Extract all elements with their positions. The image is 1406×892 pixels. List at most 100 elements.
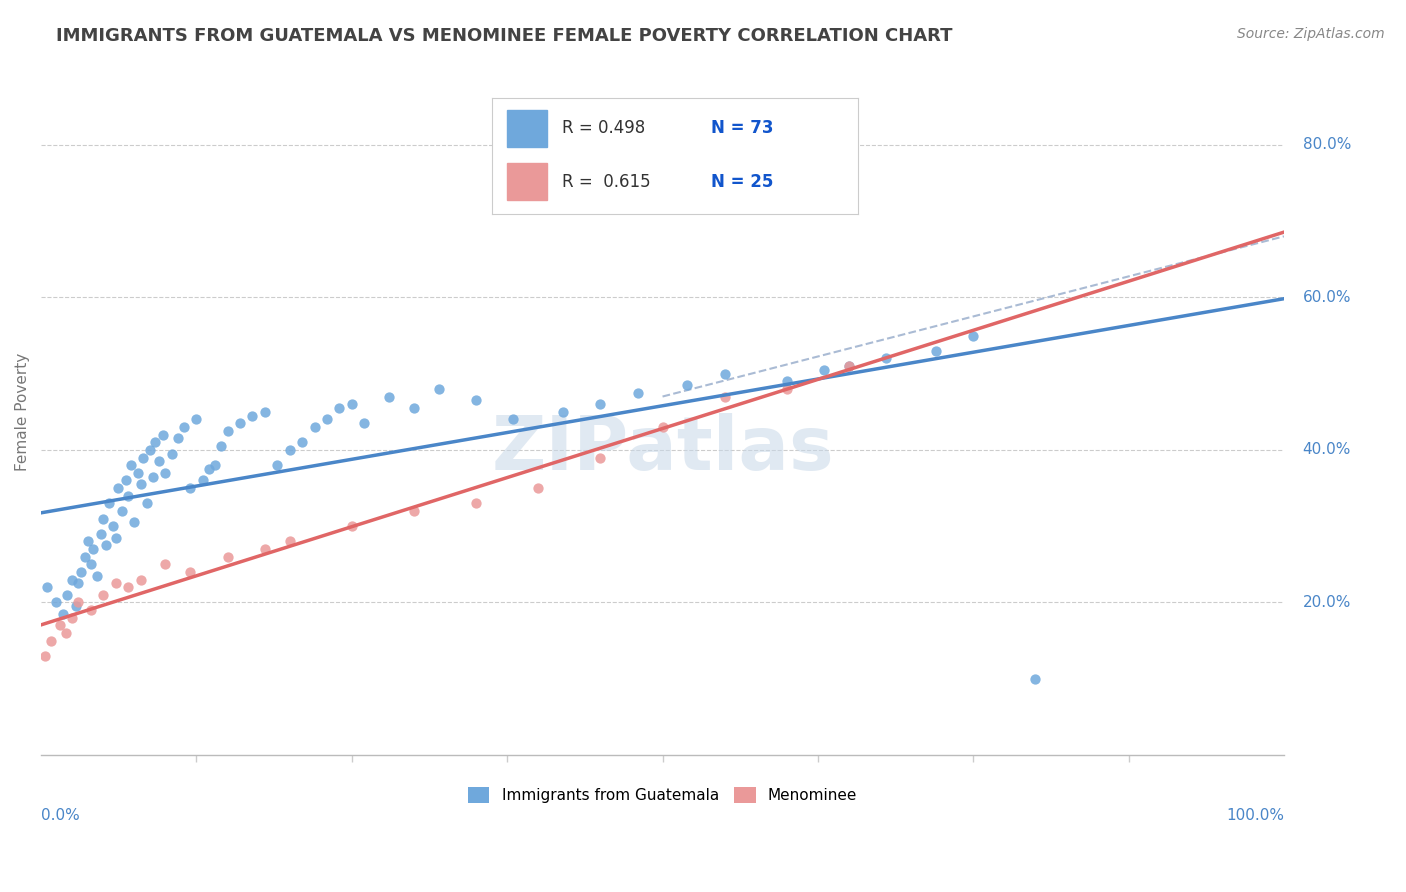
Point (378, 390, 401, 404)
Point (80, 603, 103, 617)
Point (209, 439, 232, 453)
Point (148, 454, 170, 468)
Point (111, 504, 134, 518)
Point (86, 569, 108, 583)
Text: 60.0%: 60.0% (1302, 290, 1351, 305)
Point (278, 534, 301, 549)
Point (90, 526, 112, 541)
Point (304, 420, 326, 434)
Point (117, 489, 139, 503)
Point (91, 588, 114, 602)
Point (70, 565, 93, 579)
Text: R =  0.615: R = 0.615 (561, 173, 650, 191)
Point (155, 558, 177, 572)
Text: ZIPatlas: ZIPatlas (491, 413, 834, 486)
Point (117, 580, 139, 594)
Point (55, 626, 77, 640)
Point (291, 435, 314, 450)
Point (813, 363, 835, 377)
Point (353, 416, 375, 430)
Point (179, 481, 201, 495)
Text: 80.0%: 80.0% (1302, 137, 1351, 153)
Point (135, 496, 157, 510)
Point (45, 595, 67, 609)
Point (676, 378, 699, 392)
Point (553, 405, 575, 419)
Point (65, 599, 87, 614)
Point (127, 466, 149, 480)
Point (776, 374, 799, 388)
Point (77, 534, 100, 549)
Text: Source: ZipAtlas.com: Source: ZipAtlas.com (1237, 27, 1385, 41)
Point (145, 435, 167, 450)
Point (104, 531, 127, 545)
Point (217, 424, 239, 438)
Point (67, 595, 90, 609)
Point (155, 466, 177, 480)
Point (776, 382, 799, 396)
Y-axis label: Female Poverty: Female Poverty (15, 352, 30, 471)
Point (60, 573, 83, 587)
Point (278, 442, 301, 457)
Point (152, 427, 174, 442)
Point (142, 469, 165, 483)
Point (52, 607, 75, 621)
Point (67, 576, 90, 591)
Point (103, 519, 125, 533)
Point (340, 397, 363, 411)
Point (179, 565, 201, 579)
Text: R = 0.498: R = 0.498 (561, 120, 645, 137)
Point (98, 496, 121, 510)
Point (37, 580, 59, 594)
Point (502, 412, 524, 426)
Point (713, 390, 735, 404)
Point (166, 432, 188, 446)
Point (94, 538, 117, 552)
Text: 100.0%: 100.0% (1226, 808, 1284, 823)
Point (253, 405, 276, 419)
Point (229, 416, 252, 430)
Point (129, 573, 152, 587)
Point (242, 409, 264, 423)
Text: IMMIGRANTS FROM GUATEMALA VS MENOMINEE FEMALE POVERTY CORRELATION CHART: IMMIGRANTS FROM GUATEMALA VS MENOMINEE F… (56, 27, 953, 45)
Point (253, 542, 276, 557)
Point (124, 516, 146, 530)
Text: N = 25: N = 25 (711, 173, 773, 191)
Point (340, 519, 363, 533)
Point (120, 458, 142, 473)
Point (402, 401, 425, 415)
Point (402, 504, 425, 518)
Point (107, 481, 129, 495)
Text: 0.0%: 0.0% (41, 808, 80, 823)
Point (39, 633, 62, 648)
Point (328, 401, 350, 415)
Text: 20.0%: 20.0% (1302, 595, 1351, 610)
Point (114, 474, 136, 488)
Point (589, 397, 612, 411)
Text: N = 73: N = 73 (711, 120, 773, 137)
Point (91, 511, 114, 525)
Point (173, 420, 195, 434)
Point (82, 542, 104, 557)
Point (589, 450, 612, 465)
Point (527, 481, 550, 495)
Point (266, 458, 288, 473)
Point (465, 393, 488, 408)
Bar (506, 163, 547, 200)
Point (60, 611, 83, 625)
Text: 40.0%: 40.0% (1302, 442, 1351, 458)
Point (56, 588, 79, 602)
Point (838, 359, 860, 373)
Point (465, 496, 488, 510)
Point (838, 359, 860, 373)
Point (160, 447, 183, 461)
Point (191, 474, 214, 488)
Point (198, 462, 221, 476)
Point (80, 558, 103, 572)
Point (925, 343, 948, 358)
Point (1024, 672, 1046, 686)
Point (204, 458, 226, 473)
Point (962, 328, 984, 343)
Point (427, 382, 450, 396)
Point (627, 385, 650, 400)
